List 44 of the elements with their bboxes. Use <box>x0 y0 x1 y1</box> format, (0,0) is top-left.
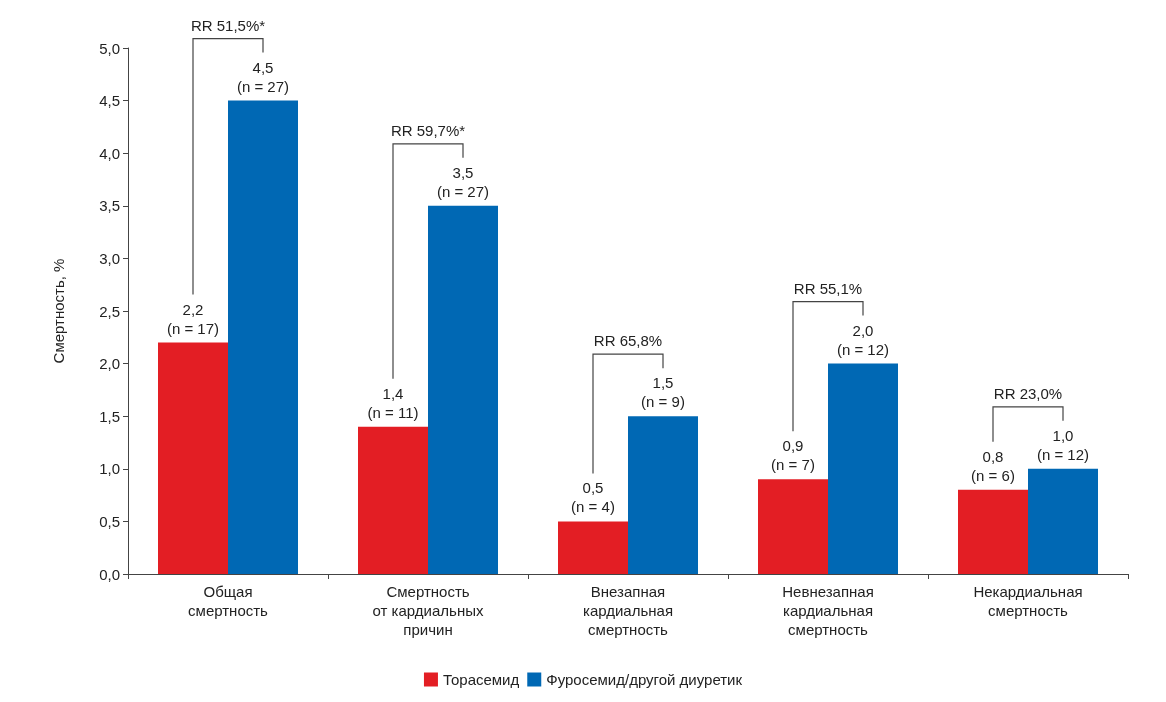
y-tick-label: 4,5 <box>99 92 120 110</box>
annotation: RR 65,8% <box>593 332 663 350</box>
x-tick-label: Смертность от кардиальных причин <box>372 583 484 638</box>
y-tick-label: 3,5 <box>99 197 120 215</box>
bar <box>228 100 298 574</box>
y-tick-label: 2,0 <box>99 355 120 373</box>
bar <box>158 342 228 574</box>
bar <box>628 416 698 574</box>
bar <box>1028 468 1098 574</box>
data-label: 1,0 (n = 12) <box>1036 426 1090 463</box>
annotation: RR 59,7%* <box>390 121 466 139</box>
x-tick-label: Невнезапная кардиальная смертность <box>782 583 874 638</box>
data-label: 1,4 (n = 11) <box>367 384 419 421</box>
bar <box>758 479 828 574</box>
bar <box>828 363 898 574</box>
x-tick-label: Общая смертность <box>188 583 269 619</box>
y-axis-title: Смертность, % <box>50 258 67 364</box>
x-tick-label: Некардиальная смертность <box>973 583 1083 619</box>
bar <box>558 521 628 574</box>
y-tick-label: 1,0 <box>99 460 120 478</box>
data-label: 0,9 (n = 7) <box>771 437 815 474</box>
y-tick-label: 5,0 <box>99 39 120 57</box>
y-tick-label: 1,5 <box>99 407 120 425</box>
data-label: 3,5 (n = 27) <box>436 163 490 200</box>
legend-label: Торасемид <box>442 671 520 688</box>
data-label: 0,5 (n = 4) <box>571 479 615 516</box>
x-tick-label: Внезапная кардиальная смертность <box>582 583 674 638</box>
y-tick-label: 0,0 <box>99 565 120 583</box>
data-label: 1,5 (n = 9) <box>641 374 685 411</box>
data-label: 4,5 (n = 27) <box>236 58 290 95</box>
y-tick-label: 3,0 <box>99 249 120 267</box>
y-tick-label: 0,5 <box>99 512 120 530</box>
bar <box>358 426 428 574</box>
text: RR 51,5%* <box>190 16 266 34</box>
bar <box>428 205 498 574</box>
annotation: RR 55,1% <box>793 279 863 297</box>
bar <box>958 489 1028 574</box>
data-label: 0,8 (n = 6) <box>971 447 1015 484</box>
legend-label: Фуросемид/другой диуретик <box>546 671 743 688</box>
annotation: RR 23,0% <box>993 384 1063 402</box>
data-label: 2,2 (n = 17) <box>166 300 220 337</box>
data-label: 2,0 (n = 12) <box>836 321 890 358</box>
y-tick-label: 4,0 <box>99 144 120 162</box>
y-tick-label: 2,5 <box>99 302 120 320</box>
